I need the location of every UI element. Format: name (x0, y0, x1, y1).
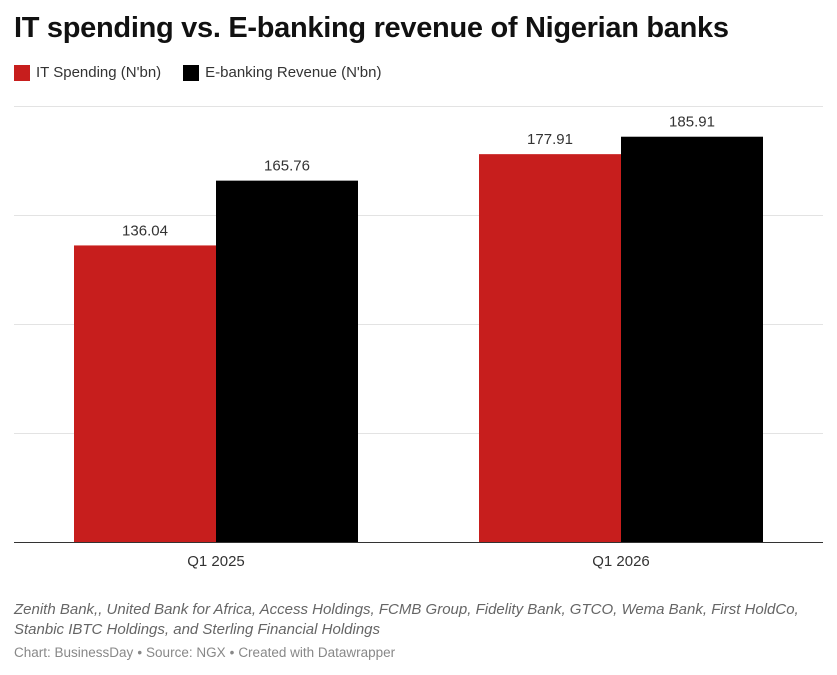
chart-title: IT spending vs. E-banking revenue of Nig… (14, 12, 729, 44)
credit-created: Created with Datawrapper (238, 645, 396, 660)
bar (479, 154, 621, 543)
legend-item-e-banking: E-banking Revenue (N'bn) (183, 64, 381, 81)
data-label: 136.04 (122, 222, 168, 239)
data-label: 165.76 (264, 158, 310, 175)
credit-chart: Chart: BusinessDay (14, 645, 134, 660)
credit-source: Source: NGX (146, 645, 226, 660)
x-tick-label: Q1 2026 (592, 553, 650, 570)
legend-swatch-it-spending (14, 64, 30, 81)
bar (621, 136, 763, 543)
credit-line: Chart: BusinessDay • Source: NGX • Created w… (14, 645, 396, 660)
data-label: 177.91 (527, 131, 573, 148)
bar (74, 245, 216, 542)
data-label: 185.91 (669, 114, 715, 131)
legend-item-it-spending: IT Spending (N'bn) (14, 64, 161, 81)
bar-chart: 136.04 165.76 Q1 2025 177.91 185.91 Q1 2026 (14, 106, 823, 570)
legend-label-it-spending: IT Spending (N'bn) (36, 64, 162, 81)
legend: IT Spending (N'bn) E-banking Revenue (N'… (14, 64, 403, 81)
legend-label-e-banking: E-banking Revenue (N'bn) (205, 64, 382, 81)
footnote: Zenith Bank,, United Bank for Africa, Ac… (14, 601, 799, 638)
x-tick-label: Q1 2025 (187, 553, 245, 570)
legend-swatch-e-banking (183, 64, 200, 81)
bar (216, 180, 358, 543)
